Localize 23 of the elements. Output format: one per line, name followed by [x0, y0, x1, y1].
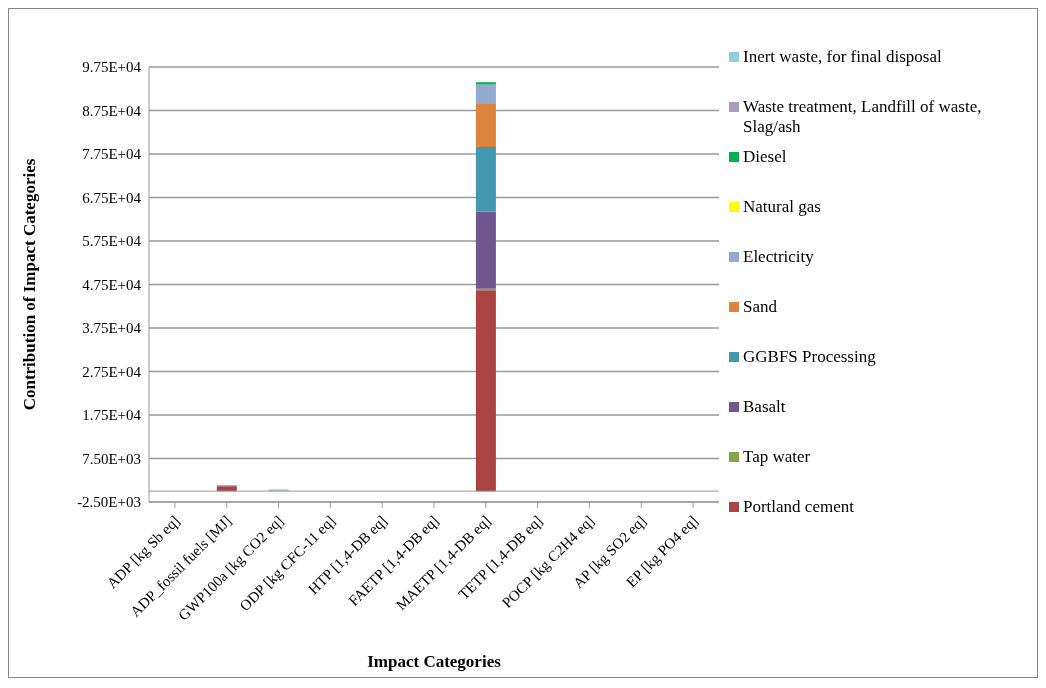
legend-label: Portland cement: [743, 497, 854, 517]
y-tick-label: 6.75E+04: [82, 189, 142, 206]
y-axis-title: Contribution of Impact Categories: [20, 158, 40, 411]
legend-label: Natural gas: [743, 197, 821, 217]
legend-label: Inert waste, for final disposal: [743, 47, 942, 67]
legend-label: Sand: [743, 297, 777, 317]
y-tick-label: 3.75E+04: [82, 320, 142, 337]
y-tick-label: 9.75E+04: [82, 59, 142, 76]
y-tick-label: -2.50E+03: [77, 494, 141, 511]
y-tick-label: 1.75E+04: [82, 407, 142, 424]
legend-label: Basalt: [743, 397, 786, 417]
y-tick-label: 7.50E+03: [82, 450, 141, 467]
legend-label: Diesel: [743, 147, 787, 167]
legend-label: Tap water: [743, 447, 811, 467]
y-tick-label: 5.75E+04: [82, 233, 142, 250]
legend-label: Waste treatment, Landfill of waste, Slag/ash: [743, 97, 983, 137]
y-tick-label: 8.75E+04: [82, 102, 142, 119]
legend-label: GGBFS Processing: [743, 347, 876, 367]
y-tick-label: 2.75E+04: [82, 363, 142, 380]
y-tick-label: 4.75E+04: [82, 276, 142, 293]
legend-label: Electricity: [743, 247, 814, 267]
x-axis-title: Impact Categories: [367, 652, 502, 671]
y-tick-label: 7.75E+04: [82, 146, 142, 163]
